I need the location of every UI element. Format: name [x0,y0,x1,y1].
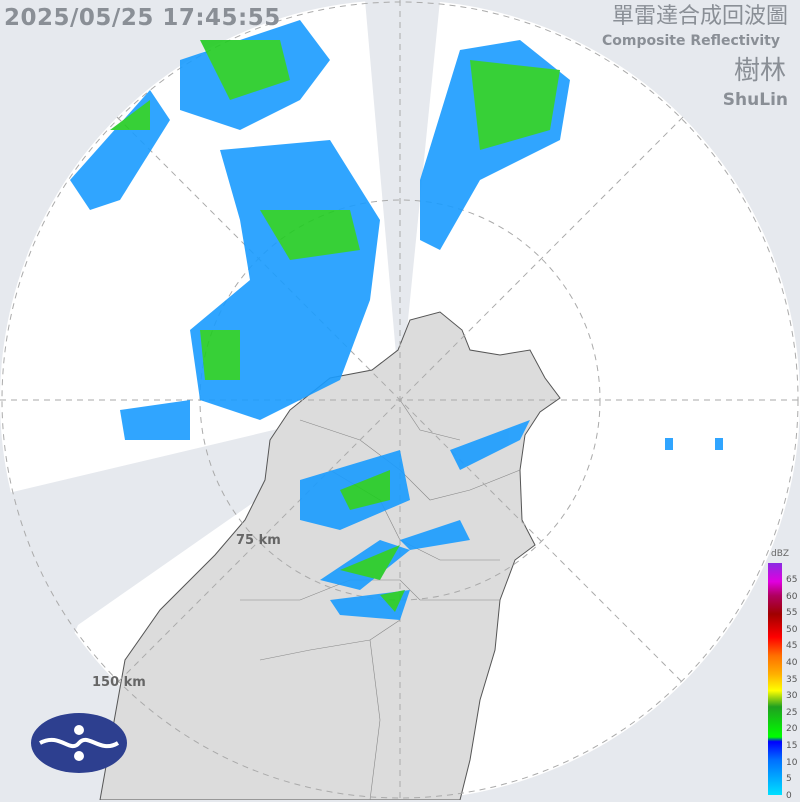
legend-tick: 30 [786,691,798,702]
legend-tick: 50 [786,624,798,635]
legend-tick: 40 [786,658,798,668]
product-title-zh: 單雷達合成回波圖 [611,4,788,29]
timestamp: 2025/05/25 17:45:55 [4,5,281,31]
legend-tick: 25 [786,707,798,718]
blocked-sector-north [365,0,440,400]
range-label-75: 75 km [236,533,281,548]
legend-tick: 20 [786,724,798,735]
product-title-en: Composite Reflectivity [602,33,780,49]
legend-tick: 35 [786,674,798,685]
legend-tick: 45 [786,641,798,652]
range-label-150: 150 km [92,675,146,690]
dbz-color-legend [768,563,782,795]
legend-tick: 0 [786,790,792,801]
blocked-sector-west [0,400,400,800]
legend-tick: 60 [786,591,798,602]
station-name-en: ShuLin [722,90,788,110]
station-name-zh: 樹林 [733,56,786,86]
legend-unit: dBZ [771,549,790,559]
legend-tick: 5 [786,774,792,785]
radar-echoes [70,20,723,620]
legend-tick: 10 [786,757,798,768]
land-taiwan [99,311,561,800]
legend-tick: 15 [786,741,798,751]
cwa-logo [31,713,127,773]
legend-tick: 55 [786,608,798,619]
legend-tick: 65 [786,575,798,585]
